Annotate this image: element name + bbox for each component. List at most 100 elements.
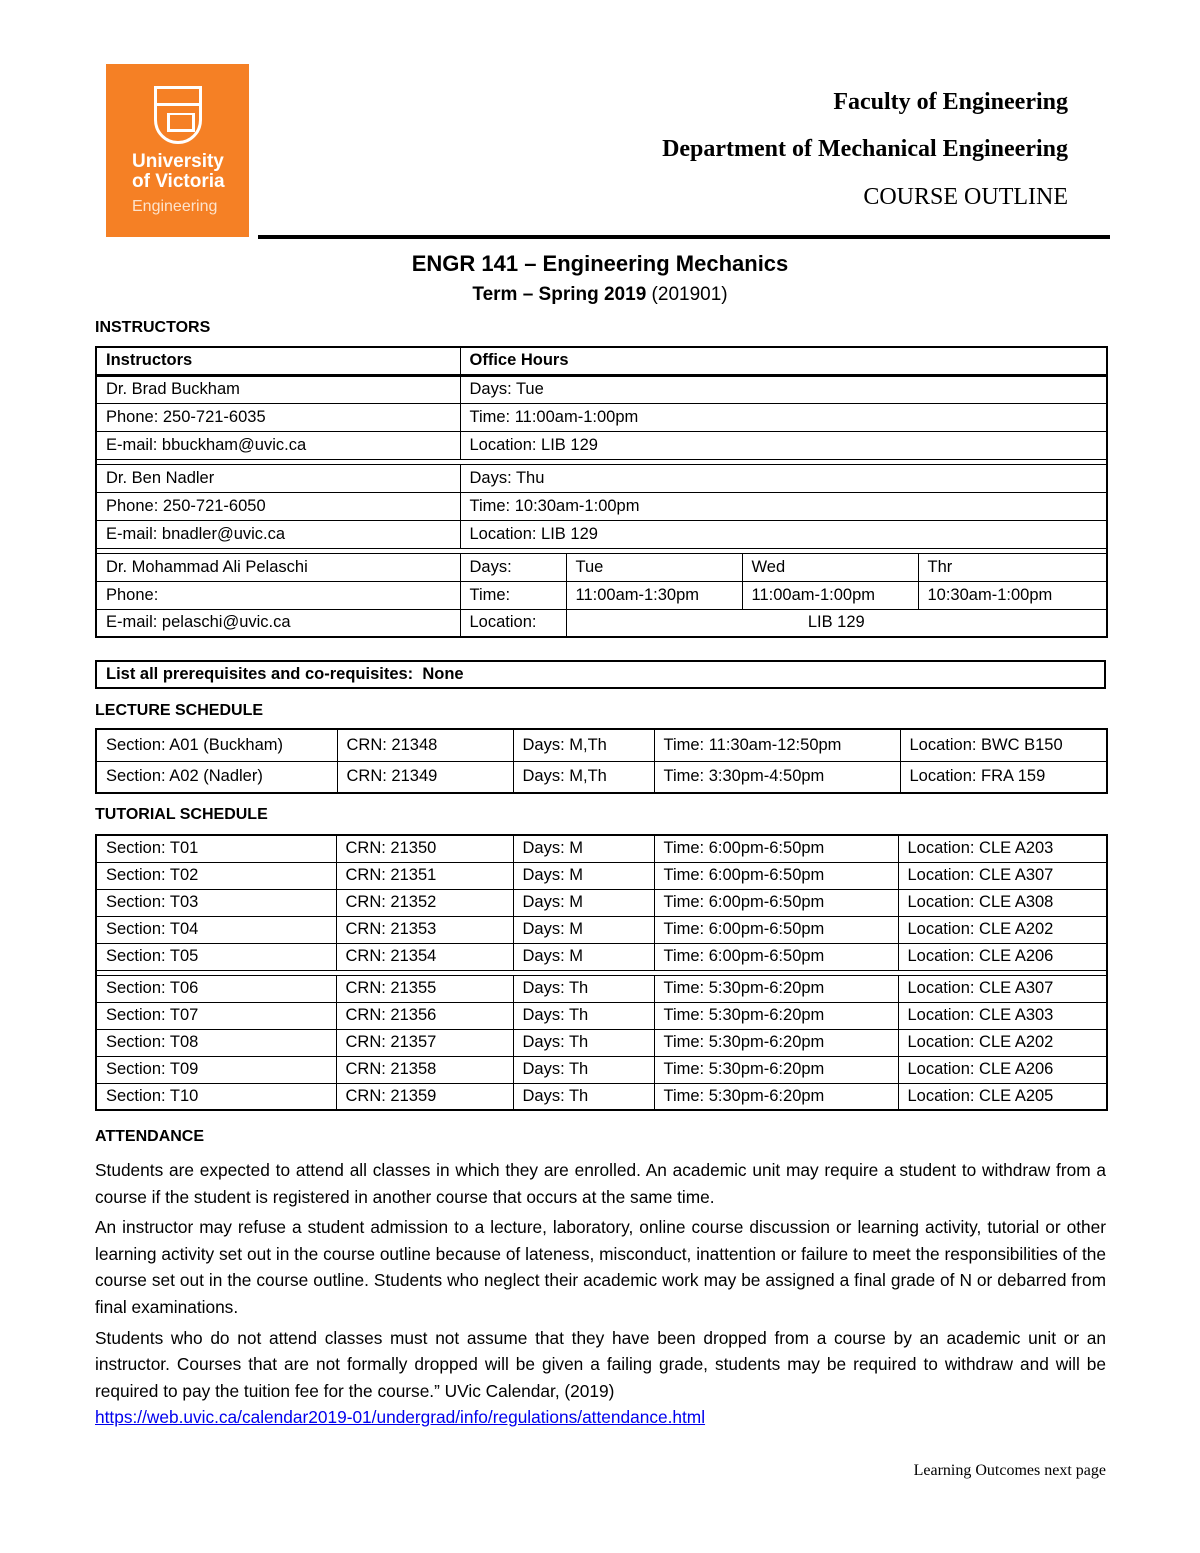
attendance-text: Students are expected to attend all clas… — [95, 1157, 1106, 1431]
table-cell: CRN: 21352 — [335, 888, 514, 917]
table-cell: Phone: 250-721-6050 — [95, 491, 461, 521]
table-cell: CRN: 21359 — [335, 1082, 514, 1111]
tutorial-row: Section: T01 CRN: 21350 Days: M Time: 6:00p… — [95, 834, 1108, 863]
table-cell: Location: CLE A307 — [897, 974, 1108, 1003]
lecture-row: Section: A01 (Buckham) CRN: 21348 Days: M,… — [95, 728, 1108, 762]
table-cell: Phone: 250-721-6035 — [95, 402, 461, 432]
tutorial-row: Section: T02 CRN: 21351 Days: M Time: 6:00p… — [95, 861, 1108, 890]
instructor-row: Phone: 250-721-6035 Time: 11:00am-1:00pm — [95, 402, 1108, 432]
tutorial-row: Section: T03 CRN: 21352 Days: M Time: 6:00p… — [95, 888, 1108, 917]
table-cell: Section: T05 — [95, 942, 337, 971]
table-cell: CRN: 21358 — [335, 1055, 514, 1084]
table-cell: Location: CLE A307 — [897, 861, 1108, 890]
table-cell: Location: FRA 159 — [899, 760, 1108, 794]
table-cell: CRN: 21349 — [336, 760, 514, 794]
attendance-heading: ATTENDANCE — [95, 1128, 205, 1145]
table-cell: Time: 5:30pm-6:20pm — [653, 1082, 899, 1111]
table-cell: Section: A02 (Nadler) — [95, 760, 338, 794]
table-cell: Days: Th — [512, 1082, 655, 1111]
tutorial-row: Section: T09 CRN: 21358 Days: Th Time: 5:30… — [95, 1055, 1108, 1084]
table-cell: Days: M,Th — [512, 760, 655, 794]
instructor-row: Dr. Brad Buckham Days: Tue — [95, 374, 1108, 404]
term-label: Term – Spring 2019 — [472, 284, 647, 305]
table-cell: Days: M — [512, 915, 655, 944]
table-cell: Location: CLE A205 — [897, 1082, 1108, 1111]
table-cell: Days: M,Th — [512, 728, 655, 762]
table-cell: CRN: 21356 — [335, 1001, 514, 1030]
table-cell: Time: 6:00pm-6:50pm — [653, 888, 899, 917]
table-cell: Time: 6:00pm-6:50pm — [653, 942, 899, 971]
table-cell: Time: 5:30pm-6:20pm — [653, 1028, 899, 1057]
instructors-heading: INSTRUCTORS — [95, 319, 211, 336]
table-cell: Days: Thu — [459, 463, 1108, 493]
attendance-paragraph: An instructor may refuse a student admis… — [95, 1217, 1106, 1317]
tutorial-row: Section: T10 CRN: 21359 Days: Th Time: 5:30… — [95, 1082, 1108, 1111]
logo-text: Engineering — [132, 198, 218, 215]
table-cell: Location: CLE A308 — [897, 888, 1108, 917]
lecture-schedule-heading: LECTURE SCHEDULE — [95, 702, 264, 719]
crest-icon — [154, 86, 202, 144]
table-cell: Time: 11:30am-12:50pm — [653, 728, 901, 762]
table-cell: Days: M — [512, 861, 655, 890]
tutorial-row: Section: T04 CRN: 21353 Days: M Time: 6:00p… — [95, 915, 1108, 944]
table-cell: Location: — [459, 608, 567, 638]
table-cell: Time: 6:00pm-6:50pm — [653, 861, 899, 890]
table-cell: Days: Th — [512, 1028, 655, 1057]
table-cell: CRN: 21354 — [335, 942, 514, 971]
tutorial-row: Section: T07 CRN: 21356 Days: Th Time: 5:30… — [95, 1001, 1108, 1030]
footer-note: Learning Outcomes next page — [913, 1462, 1106, 1479]
logo-text: University — [132, 151, 224, 172]
table-cell: Location: CLE A203 — [897, 834, 1108, 863]
table-cell: Location: CLE A206 — [897, 1055, 1108, 1084]
table-cell: Section: T08 — [95, 1028, 337, 1057]
header-row: Instructors Office Hours — [95, 346, 1108, 377]
table-cell: Time: 11:00am-1:00pm — [459, 402, 1108, 432]
table-cell: Section: T01 — [95, 834, 337, 863]
table-cell: Days: Tue — [459, 374, 1108, 404]
table-cell: Section: T04 — [95, 915, 337, 944]
table-cell: Dr. Ben Nadler — [95, 463, 461, 493]
table-cell: Days: M — [512, 834, 655, 863]
table-cell: Location: CLE A206 — [897, 942, 1108, 971]
table-cell: LIB 129 — [565, 608, 1108, 638]
table-cell: CRN: 21355 — [335, 974, 514, 1003]
tutorial-row: Section: T06 CRN: 21355 Days: Th Time: 5:30… — [95, 974, 1108, 1003]
table-cell: CRN: 21351 — [335, 861, 514, 890]
table-cell: Section: A01 (Buckham) — [95, 728, 338, 762]
instructors-table: Instructors Office Hours Dr. Brad Buckham D… — [95, 346, 1109, 638]
faculty-name: Faculty of Engineering — [833, 89, 1068, 115]
table-cell: Phone: — [95, 580, 461, 610]
lecture-schedule-table: Section: A01 (Buckham) CRN: 21348 Days: M,… — [95, 728, 1108, 794]
table-cell: CRN: 21348 — [336, 728, 514, 762]
table-cell: CRN: 21353 — [335, 915, 514, 944]
table-cell: Location: LIB 129 — [459, 430, 1108, 460]
course-term: Term – Spring 2019 (201901) — [0, 284, 1200, 306]
tutorial-schedule-table: Section: T01 CRN: 21350 Days: M Time: 6:00p… — [95, 834, 1108, 1111]
calendar-attendance-link[interactable]: https://web.uvic.ca/calendar2019-01/unde… — [95, 1407, 706, 1428]
table-cell: Dr. Mohammad Ali Pelaschi — [95, 552, 461, 582]
table-cell: Time: — [459, 580, 567, 610]
instructor-row: E-mail: bbuckham@uvic.ca Location: LIB 12… — [95, 430, 1108, 460]
table-cell: 11:00am-1:00pm — [741, 580, 919, 610]
tutorial-schedule-heading: TUTORIAL SCHEDULE — [95, 806, 268, 823]
instructor-row: E-mail: bnadler@uvic.ca Location: LIB 129 — [95, 519, 1108, 549]
table-cell: Wed — [741, 552, 919, 582]
instructor-row: Phone: Time: 11:00am-1:30pm 11:00am-1:00pm 1… — [95, 580, 1108, 610]
table-cell: Location: CLE A303 — [897, 1001, 1108, 1030]
table-cell: Section: T09 — [95, 1055, 337, 1084]
table-cell: Location: CLE A202 — [897, 915, 1108, 944]
table-cell: Location: LIB 129 — [459, 519, 1108, 549]
table-cell: Days: Th — [512, 1055, 655, 1084]
table-cell: Time: 3:30pm-4:50pm — [653, 760, 901, 794]
table-cell: Days: Th — [512, 1001, 655, 1030]
table-cell: Thr — [917, 552, 1108, 582]
attendance-paragraph: Students who do not attend classes must … — [95, 1327, 1106, 1401]
attendance-paragraph: Students are expected to attend all clas… — [95, 1160, 1106, 1207]
table-cell: Time: 6:00pm-6:50pm — [653, 915, 899, 944]
instructor-row: E-mail: pelaschi@uvic.ca Location: LIB 129 — [95, 608, 1108, 638]
column-header: Instructors — [95, 346, 461, 377]
logo-text: of Victoria — [132, 171, 225, 192]
table-cell: E-mail: bnadler@uvic.ca — [95, 519, 461, 549]
table-cell: Section: T07 — [95, 1001, 337, 1030]
column-header: Office Hours — [459, 346, 1108, 377]
